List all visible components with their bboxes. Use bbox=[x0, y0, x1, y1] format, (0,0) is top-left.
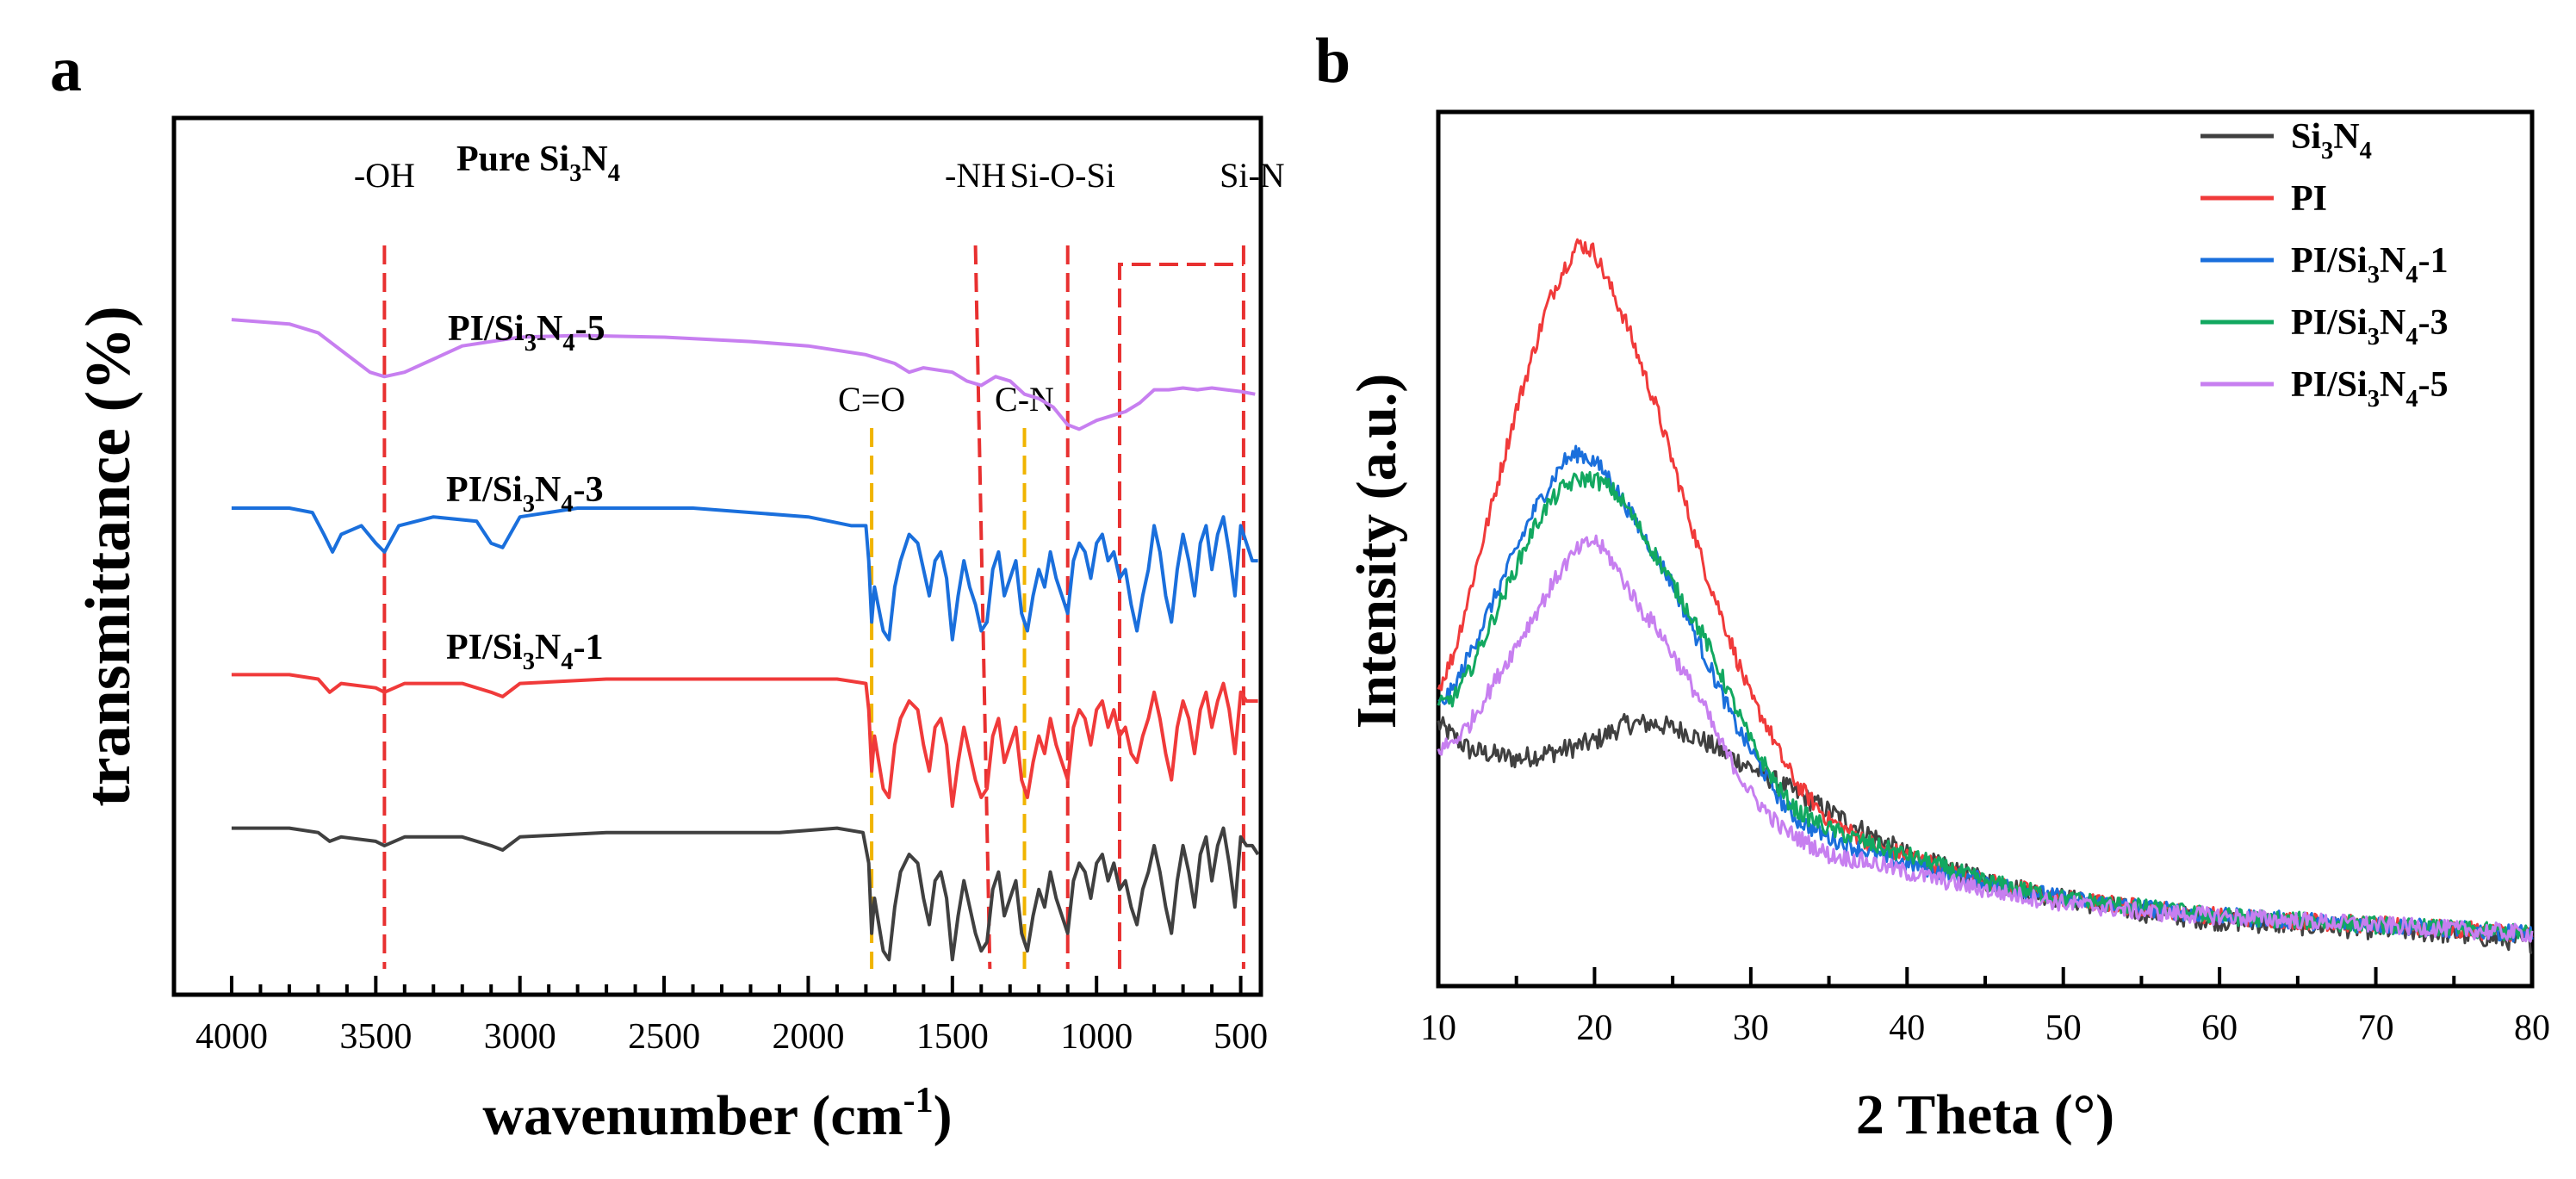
panel-a-series-line bbox=[231, 673, 1258, 809]
band-marker-label: C=O bbox=[838, 380, 905, 419]
legend-label: Si3N4 bbox=[2291, 117, 2372, 164]
legend-label: PI/Si3N4-3 bbox=[2291, 303, 2449, 351]
panel-a-x-axis-label: wavenumber (cm-1) bbox=[482, 1081, 952, 1147]
panel-b-y-axis-label: Intensity (a.u.) bbox=[1345, 374, 1408, 729]
legend-label: PI/Si3N4-1 bbox=[2291, 241, 2449, 289]
panel-b-tick-label: 80 bbox=[2514, 1008, 2550, 1048]
panel-a-series-line bbox=[231, 506, 1258, 642]
legend-label: PI bbox=[2291, 179, 2327, 219]
panel-b-tick-label: 10 bbox=[1420, 1008, 1456, 1048]
panel-a-tick-label: 1500 bbox=[916, 1017, 989, 1057]
band-marker-label: Si-N bbox=[1220, 156, 1285, 195]
panel-a-series-line bbox=[231, 826, 1260, 962]
panel-b-x-axis-label: 2 Theta (°) bbox=[1856, 1083, 2114, 1146]
panel-b-plot-area bbox=[1436, 109, 2535, 989]
legend-label: PI/Si3N4-5 bbox=[2291, 365, 2449, 413]
panel-a-x-ticks: 4000 3500 3000 2500 2000 1500 1000 500 bbox=[196, 976, 1268, 1057]
panel-b-tick-label: 20 bbox=[1576, 1008, 1612, 1048]
panel-a-y-axis-label: transmittance (%) bbox=[73, 306, 144, 807]
panel-a-tick-label: 4000 bbox=[196, 1017, 268, 1057]
panel-b-tick-label: 70 bbox=[2358, 1008, 2394, 1048]
panel-b-series-line bbox=[1437, 534, 2534, 943]
panel-b-tick-label: 30 bbox=[1733, 1008, 1769, 1048]
band-marker-label: Si-O-Si bbox=[1010, 156, 1115, 195]
panel-b: b 10 20 30 40 50 60 70 80 Si3N4 PI PI/Si3N4-1 PI/S… bbox=[1315, 26, 2550, 1146]
panel-a-x-label-main: wavenumber (cm bbox=[482, 1084, 903, 1147]
band-marker-label: -NH bbox=[945, 156, 1006, 195]
panel-b-x-ticks: 10 20 30 40 50 60 70 80 bbox=[1420, 967, 2550, 1048]
panel-a-label: a bbox=[50, 34, 82, 105]
panel-a-x-label-end: ) bbox=[934, 1084, 953, 1147]
panel-a-plot-area: -OH -NH Si-O-Si Si-N C=O C-N Pure Si3N4 PI/Si3N… bbox=[171, 115, 1285, 997]
panel-a-axes-frame bbox=[171, 115, 1263, 997]
panel-b-tick-label: 60 bbox=[2201, 1008, 2238, 1048]
band-marker-line bbox=[973, 245, 992, 970]
panel-a-series-label: PI/Si3N4-5 bbox=[448, 309, 605, 357]
panel-a-series-label: Pure Si3N4 bbox=[456, 140, 620, 187]
panel-a-tick-label: 2000 bbox=[772, 1017, 844, 1057]
panel-a-tick-label: 1000 bbox=[1060, 1017, 1133, 1057]
panel-a-tick-label: 500 bbox=[1214, 1017, 1268, 1057]
band-marker-label: C-N bbox=[995, 380, 1054, 419]
panel-b-tick-label: 50 bbox=[2045, 1008, 2082, 1048]
panel-a-tick-label: 3000 bbox=[484, 1017, 556, 1057]
panel-b-tick-label: 40 bbox=[1889, 1008, 1925, 1048]
panel-a-series-line bbox=[231, 318, 1256, 431]
panel-a-tick-label: 2500 bbox=[628, 1017, 700, 1057]
panel-a-tick-label: 3500 bbox=[339, 1017, 412, 1057]
panel-a-series-label: PI/Si3N4-1 bbox=[446, 628, 604, 675]
panel-a-series-label: PI/Si3N4-3 bbox=[446, 470, 604, 518]
panel-b-legend: Si3N4 PI PI/Si3N4-1 PI/Si3N4-3 PI/Si3N4-5 bbox=[2200, 117, 2449, 413]
band-marker-label: -OH bbox=[354, 156, 415, 195]
panel-a-x-label-superscript: -1 bbox=[903, 1081, 934, 1120]
panel-b-label: b bbox=[1315, 26, 1350, 96]
panel-a: a -OH -NH Si-O-Si Si-N C=O C-N Pure Si3N4 PI/Si… bbox=[50, 34, 1285, 1147]
